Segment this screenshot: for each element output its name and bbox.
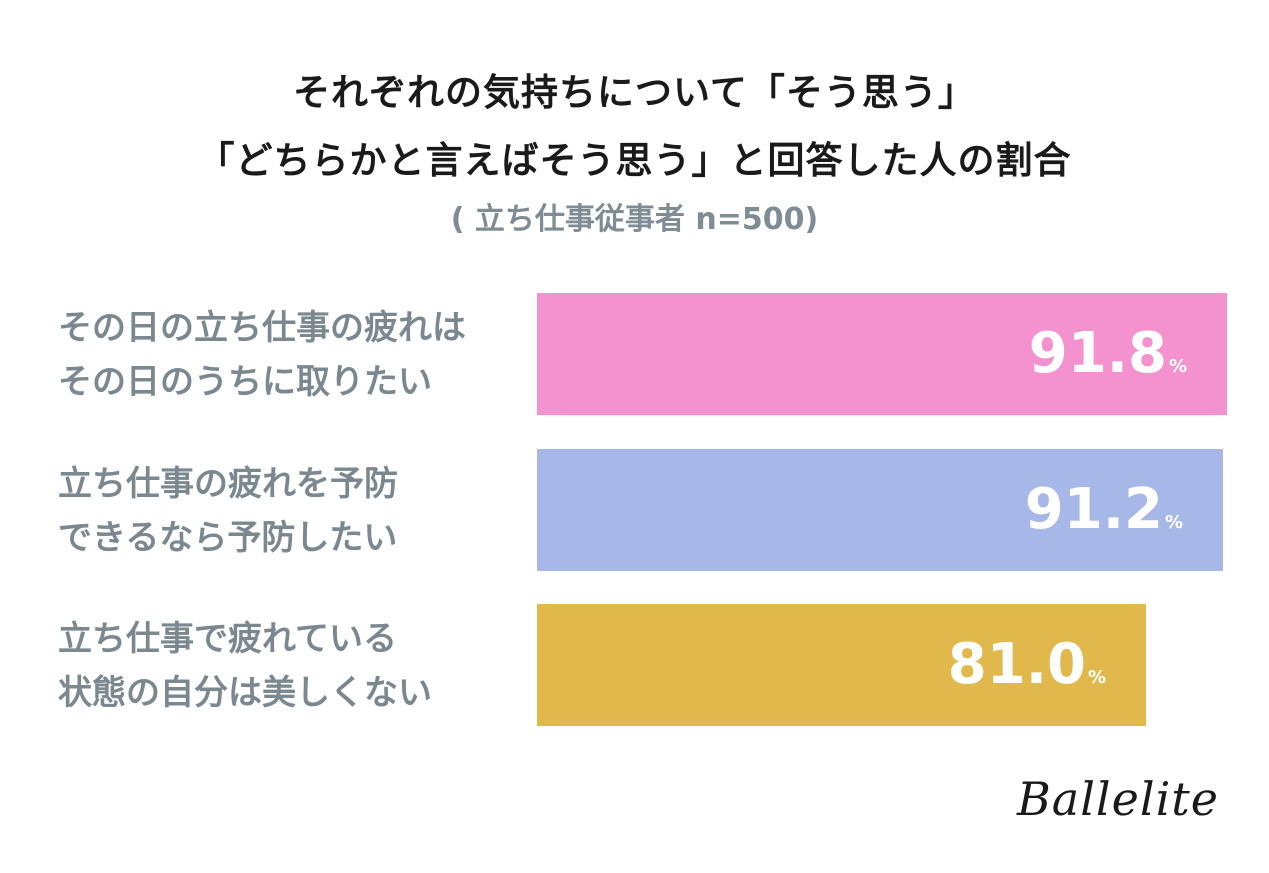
category-label: 立ち仕事で疲れている 状態の自分は美しくない (58, 612, 528, 720)
bar-value-label: 91.8% (1029, 293, 1187, 415)
bar: 81.0% (537, 604, 1146, 726)
bar-value-number: 91.2 (1024, 477, 1163, 542)
chart-title-line2: 「どちらかと言えばそう思う」と回答した人の割合 (197, 139, 1072, 182)
brand-logo: Ballelite (1016, 772, 1219, 826)
chart-subtitle: ( 立ち仕事従事者 n=500) (450, 202, 819, 237)
category-label: 立ち仕事の疲れを予防 できるなら予防したい (58, 457, 528, 565)
bar-value-unit: % (1087, 667, 1106, 688)
category-label-line: その日の立ち仕事の疲れは (58, 308, 466, 348)
category-label-line: 立ち仕事の疲れを予防 (58, 464, 398, 504)
category-label-line: その日のうちに取りたい (58, 362, 432, 402)
chart-title-line1: それぞれの気持ちについて「そう思う」 (293, 71, 976, 114)
bar-value-label: 81.0% (948, 604, 1106, 726)
category-label-line: できるなら予防したい (58, 518, 398, 558)
bar: 91.8% (537, 293, 1227, 415)
bar-value-number: 81.0 (947, 632, 1086, 697)
bar-value-number: 91.8 (1028, 321, 1167, 386)
bar-value-unit: % (1164, 512, 1183, 533)
category-label-line: 立ち仕事で疲れている (58, 619, 397, 659)
bar: 91.2% (537, 449, 1223, 571)
category-label-line: 状態の自分は美しくない (58, 673, 432, 713)
bar-value-unit: % (1168, 356, 1187, 377)
bar-value-label: 91.2% (1025, 449, 1183, 571)
category-label: その日の立ち仕事の疲れは その日のうちに取りたい (58, 301, 528, 409)
